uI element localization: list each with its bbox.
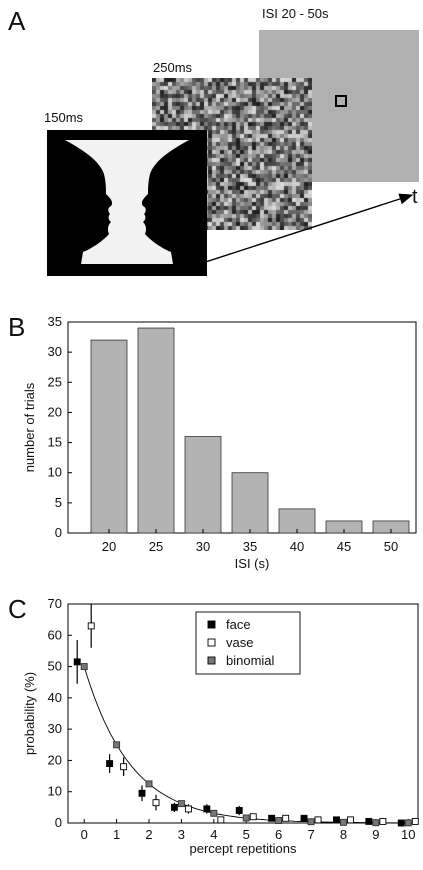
binomial-point	[145, 780, 153, 788]
bar-25	[137, 327, 175, 534]
x-tick-label: 40	[290, 539, 304, 554]
x-axis-label: ISI (s)	[235, 556, 270, 571]
chart-b: 0 5 10 15 20 25 30 35 20 25 30 35 40 45 50 ISI (s) numbe…	[22, 314, 417, 571]
face-point	[138, 789, 146, 797]
binomial-point	[404, 819, 412, 827]
x-tick-label: 7	[307, 827, 314, 842]
plot-frame	[67, 603, 419, 824]
y-tick-label: 20	[48, 404, 62, 419]
vase-point	[249, 813, 257, 821]
vase-point	[120, 763, 128, 771]
y-tick-label: 60	[48, 627, 62, 642]
y-tick-label: 5	[55, 495, 62, 510]
stim3-label: ISI 20 - 50s	[262, 6, 329, 21]
legend-marker-face	[207, 620, 216, 629]
binomial-point	[210, 809, 218, 817]
vase-point	[152, 799, 160, 807]
binomial-point	[113, 741, 121, 749]
face-point	[365, 817, 373, 825]
x-tick-label: 3	[178, 827, 185, 842]
bar-35	[231, 472, 269, 534]
y-tick-label: 10	[48, 784, 62, 799]
binomial-point	[80, 663, 88, 671]
binomial-point	[340, 818, 347, 826]
x-axis-label: percept repetitions	[190, 841, 297, 856]
legend-label-vase: vase	[226, 635, 253, 650]
chart-c: 0 10 20 30 40 50 60 70 0 1 2 3 4 5 6 7 8 9 10 percept repet…	[22, 596, 419, 856]
x-tick-label: 6	[275, 827, 282, 842]
y-tick-label: 30	[48, 344, 62, 359]
panel-b-label: B	[8, 312, 26, 342]
stim2-label: 250ms	[153, 60, 193, 75]
panel-c-label: C	[8, 594, 27, 624]
binomial-point	[242, 814, 250, 822]
legend-marker-binomial	[207, 656, 216, 665]
binomial-point	[275, 817, 283, 824]
y-tick-label: 70	[48, 596, 62, 611]
y-tick-label: 15	[48, 435, 62, 450]
legend-label-binomial: binomial	[226, 653, 275, 668]
binomial-curve	[83, 666, 409, 824]
binomial-point	[177, 800, 185, 808]
face-point	[333, 816, 340, 824]
vase-point	[379, 817, 387, 825]
vase-point	[282, 814, 290, 822]
y-tick-label: 0	[55, 525, 62, 540]
y-tick-label: 25	[48, 374, 62, 389]
x-tick-label: 2	[145, 827, 152, 842]
y-tick-label: 20	[48, 752, 62, 767]
y-axis-label: number of trials	[22, 382, 37, 472]
x-tick-label: 50	[384, 539, 398, 554]
face-point	[203, 805, 211, 813]
face-vase-image	[47, 130, 207, 276]
time-axis-label: t	[412, 186, 418, 208]
y-tick-label: 40	[48, 690, 62, 705]
time-arrow	[186, 193, 414, 269]
y-tick-label: 0	[55, 815, 62, 830]
legend-marker-vase	[207, 638, 216, 647]
x-tick-label: 5	[243, 827, 250, 842]
x-tick-label: 30	[196, 539, 210, 554]
y-tick-label: 10	[48, 465, 62, 480]
face-point	[300, 814, 308, 822]
x-tick-label: 35	[243, 539, 257, 554]
face-point	[73, 658, 81, 666]
vase-point	[184, 805, 192, 813]
vase-point	[314, 816, 322, 824]
vase-point	[347, 816, 354, 824]
x-tick-label: 10	[401, 827, 415, 842]
y-tick-label: 50	[48, 659, 62, 674]
x-tick-label: 8	[340, 827, 347, 842]
x-tick-label: 1	[113, 827, 120, 842]
face-point	[268, 814, 276, 822]
x-tick-label: 0	[81, 827, 88, 842]
vase-point	[87, 622, 95, 630]
fixation-square-icon	[335, 95, 347, 107]
bar-20	[90, 339, 128, 534]
bar-30	[184, 436, 222, 534]
x-tick-label: 25	[149, 539, 163, 554]
face-point	[235, 807, 243, 814]
face-point	[170, 803, 178, 811]
vase-point	[411, 817, 419, 825]
y-axis-label: probability (%)	[22, 672, 37, 755]
x-tick-label: 20	[102, 539, 116, 554]
vase-point	[217, 816, 225, 824]
legend-label-face: face	[226, 617, 251, 632]
x-tick-label: 4	[210, 827, 217, 842]
bar-40	[278, 508, 316, 534]
x-tick-label: 9	[372, 827, 379, 842]
binomial-point	[372, 819, 380, 827]
binomial-point	[307, 818, 315, 826]
stim1-label: 150ms	[44, 110, 84, 125]
y-tick-label: 30	[48, 721, 62, 736]
x-tick-label: 45	[337, 539, 351, 554]
face-point	[106, 760, 114, 768]
y-tick-label: 35	[48, 314, 62, 329]
face-point	[397, 819, 405, 827]
panel-a-label: A	[8, 6, 26, 36]
